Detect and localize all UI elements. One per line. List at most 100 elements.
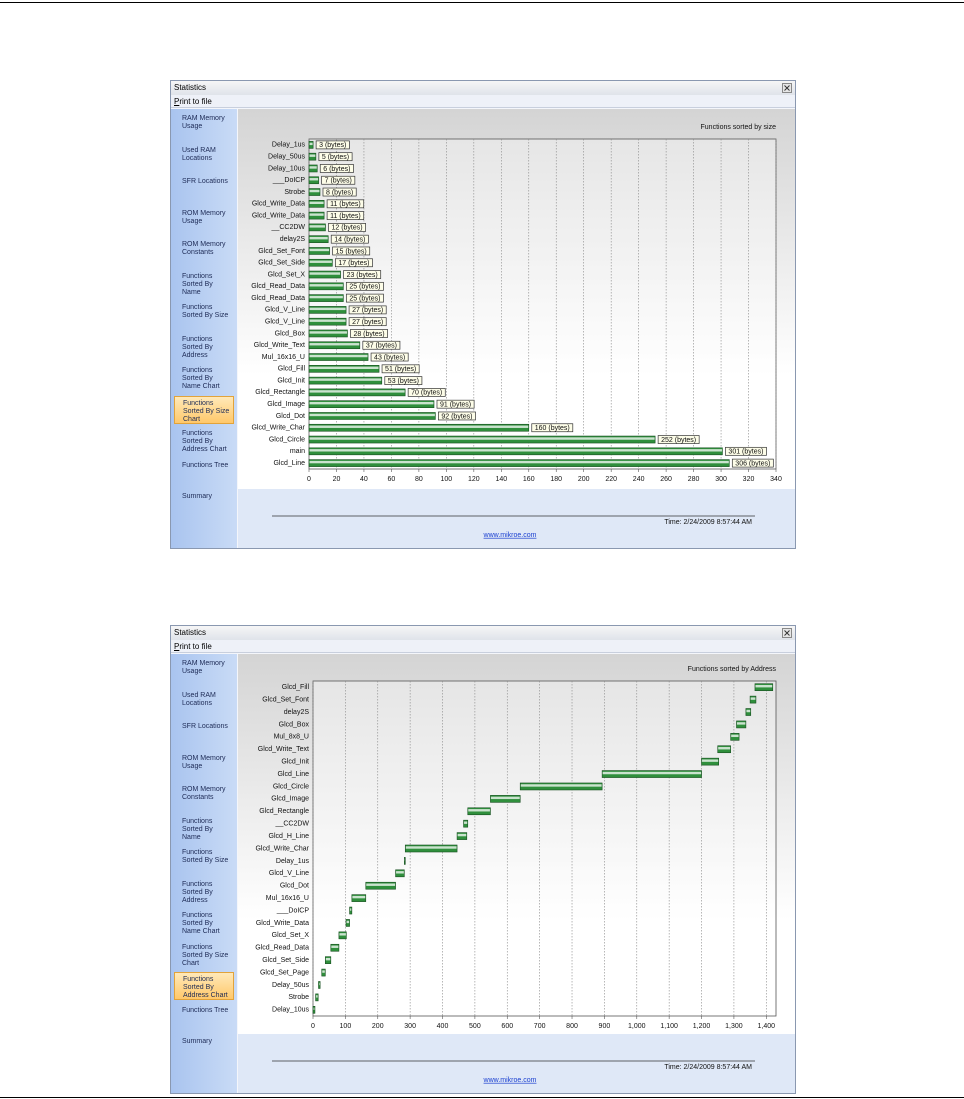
y-tick-label: Glcd_Set_Side	[258, 260, 305, 267]
x-tick-label: 0	[311, 1023, 315, 1030]
website-link[interactable]: www.mikroe.com	[483, 1077, 537, 1084]
bar-highlight	[309, 460, 729, 464]
value-label-box	[315, 140, 350, 150]
sidebar-item[interactable]: Functions Sorted By Address	[182, 335, 213, 359]
bar-highlight	[309, 378, 382, 381]
chart-title: Functions sorted by size	[701, 124, 777, 131]
sidebar-item[interactable]: Functions Sorted By Size Chart	[182, 943, 229, 967]
close-button[interactable]	[782, 83, 792, 93]
y-tick-label: Glcd_Read_Data	[251, 295, 305, 302]
chart: Functions sorted by Address 0 100 200 300 400…	[238, 654, 795, 1093]
footer-background	[238, 1034, 795, 1093]
sidebar-item[interactable]: Functions Tree	[182, 1006, 229, 1014]
menu-item[interactable]: Print to file	[174, 642, 212, 651]
sidebar-item[interactable]: SFR Locations	[182, 178, 228, 185]
sidebar-item[interactable]: ROM Memory Usage	[182, 209, 226, 225]
value-label-box	[531, 423, 574, 433]
bar-highlight	[520, 784, 602, 787]
bar-highlight	[309, 343, 360, 346]
y-tick-label: __CC2DW	[275, 821, 310, 828]
bar-highlight	[702, 759, 719, 762]
sidebar-item[interactable]: Functions Sorted By Name	[182, 272, 213, 296]
footer-background	[238, 489, 795, 548]
x-tick-label: 200	[578, 476, 590, 483]
sidebar-item[interactable]: Functions Sorted By Name	[182, 817, 213, 841]
value-label-box	[731, 458, 774, 468]
bar-highlight	[309, 284, 343, 287]
x-tick-label: 1,200	[693, 1023, 711, 1030]
x-tick-label: 60	[388, 476, 396, 483]
x-tick-label: 100	[441, 476, 453, 483]
sidebar-item[interactable]: RAM Memory Usage	[182, 660, 225, 675]
sidebar-item[interactable]: ROM Memory Constants	[182, 786, 226, 801]
sidebar-item[interactable]: Functions Tree	[182, 461, 229, 469]
sidebar-item[interactable]: Functions Sorted By Size Chart	[174, 395, 234, 424]
bar-highlight	[309, 272, 341, 275]
menu-bar: Print to file	[171, 95, 795, 108]
value-label: 3 (bytes)	[319, 142, 346, 149]
x-tick-label: 100	[340, 1023, 352, 1030]
value-label-box	[318, 152, 353, 162]
x-tick-label: 1,300	[725, 1023, 743, 1030]
value-label: 8 (bytes)	[326, 189, 353, 196]
y-tick-label: Glcd_V_Line	[265, 319, 305, 326]
y-tick-label: Glcd_Read_Data	[255, 945, 309, 952]
value-label-box	[326, 199, 365, 209]
menu-item[interactable]: Print to file	[174, 97, 212, 106]
bar-highlight	[396, 871, 404, 874]
sidebar-item[interactable]: RAM Memory Usage	[182, 115, 225, 130]
value-label: 53 (bytes)	[388, 378, 419, 385]
value-label: 27 (bytes)	[352, 307, 383, 314]
menu-bar: Print to file	[171, 640, 795, 653]
y-tick-label: Glcd_Set_Font	[262, 696, 309, 703]
y-tick-label: Glcd_Line	[277, 771, 309, 778]
sidebar-item[interactable]: Functions Sorted By Name Chart	[182, 367, 220, 390]
y-tick-label: Glcd_Write_Char	[251, 425, 305, 432]
sidebar-item[interactable]: Functions Sorted By Address Chart	[182, 430, 227, 453]
sidebar-item[interactable]: ROM Memory Constants	[182, 241, 226, 256]
value-label-box	[350, 329, 388, 338]
y-tick-label: ___DoICP	[276, 907, 310, 914]
website-link[interactable]: www.mikroe.com	[483, 532, 537, 539]
close-button[interactable]	[782, 628, 792, 638]
x-tick-label: 20	[333, 476, 341, 483]
bar	[404, 857, 406, 865]
bar-highlight	[366, 883, 396, 886]
value-label-box	[407, 388, 446, 397]
x-tick-label: 160	[523, 476, 535, 483]
sidebar-item[interactable]: Functions Sorted By Size	[182, 304, 229, 319]
y-tick-label: Glcd_Write_Data	[256, 920, 309, 927]
sidebar-item[interactable]: Used RAM Locations	[182, 146, 216, 162]
bar-highlight	[309, 166, 317, 169]
y-tick-label: main	[290, 448, 305, 455]
value-label-box	[370, 352, 409, 362]
value-label: 37 (bytes)	[366, 343, 397, 350]
value-label: 25 (bytes)	[349, 284, 380, 291]
bar-highlight	[309, 236, 328, 240]
bar-highlight	[316, 995, 318, 998]
sidebar-item[interactable]: Functions Sorted By Address Chart	[174, 972, 234, 1000]
value-label-box	[381, 364, 420, 374]
sidebar-item[interactable]: Used RAM Locations	[182, 691, 216, 707]
sidebar-item[interactable]: Summary	[182, 1038, 212, 1045]
x-tick-label: 900	[599, 1023, 611, 1030]
sidebar: RAM Memory Usage Used RAM Locations SFR Lo…	[171, 109, 237, 548]
value-label-box	[334, 258, 373, 268]
bar-highlight	[309, 154, 316, 157]
title-bar: Statistics	[171, 626, 795, 640]
value-label-box	[348, 317, 387, 327]
sidebar-item[interactable]: ROM Memory Usage	[182, 754, 226, 770]
x-tick-label: 700	[534, 1023, 546, 1030]
sidebar-item[interactable]: Functions Sorted By Name Chart	[182, 912, 220, 935]
value-label-box	[330, 234, 369, 244]
sidebar-item[interactable]: Summary	[182, 493, 212, 500]
y-tick-label: Glcd_Line	[273, 460, 305, 467]
sidebar-item[interactable]: Functions Sorted By Address	[182, 880, 213, 904]
sidebar-item[interactable]: Functions Sorted By Size	[182, 849, 229, 864]
sidebar-item[interactable]: SFR Locations	[182, 723, 228, 730]
value-label: 17 (bytes)	[338, 260, 369, 267]
value-label-box	[384, 376, 423, 385]
value-label: 306 (bytes)	[735, 460, 770, 467]
value-label: 51 (bytes)	[385, 366, 416, 373]
